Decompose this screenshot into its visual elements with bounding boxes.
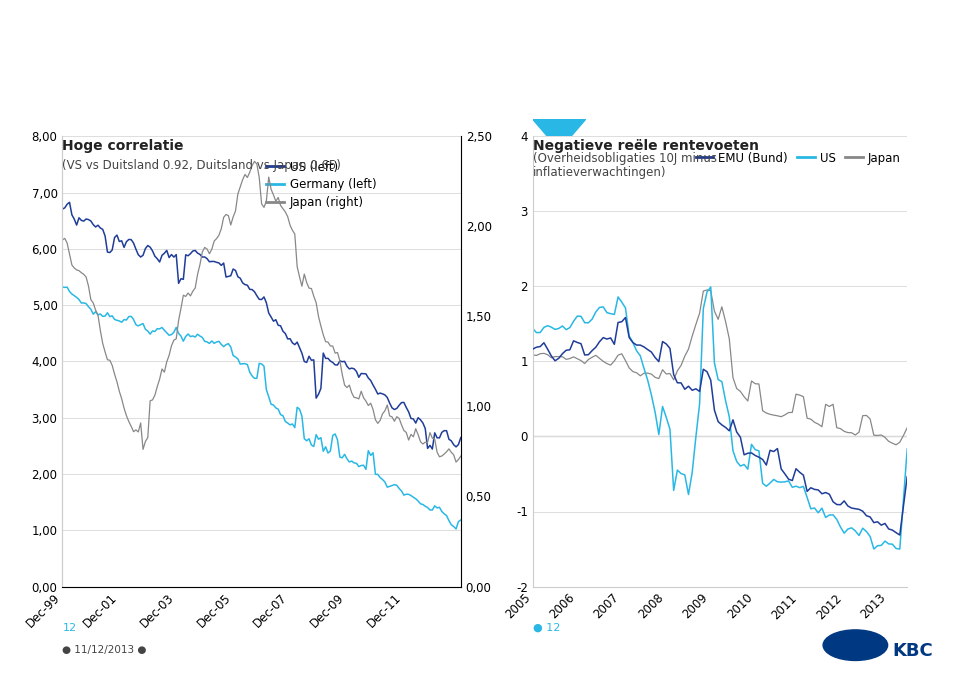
Text: Hoge correlatie: Hoge correlatie — [62, 139, 184, 153]
Text: Rentevoeten zullen nog een hele tijd laag blijven: Rentevoeten zullen nog een hele tijd laa… — [17, 77, 459, 95]
Text: KBC: KBC — [892, 642, 933, 659]
Text: 12: 12 — [62, 623, 77, 633]
Text: ● 12: ● 12 — [533, 623, 561, 633]
Text: (Overheidsobligaties 10J minus: (Overheidsobligaties 10J minus — [533, 152, 717, 165]
Text: Globale consensus omtrent monetaire politiek: Globale consensus omtrent monetaire poli… — [17, 12, 780, 40]
Legend: EMU (Bund), US, Japan: EMU (Bund), US, Japan — [691, 147, 905, 169]
Text: ● 11/12/2013 ●: ● 11/12/2013 ● — [62, 645, 147, 655]
Text: (VS vs Duitsland 0.92, Duitsland vs Japan 0.65): (VS vs Duitsland 0.92, Duitsland vs Japa… — [62, 159, 341, 172]
Text: inflatieverwachtingen): inflatieverwachtingen) — [533, 166, 666, 179]
Circle shape — [823, 630, 888, 660]
Polygon shape — [533, 119, 586, 150]
Legend: US (left), Germany (left), Japan (right): US (left), Germany (left), Japan (right) — [261, 155, 381, 213]
Text: Negatieve reële rentevoeten: Negatieve reële rentevoeten — [533, 139, 758, 153]
